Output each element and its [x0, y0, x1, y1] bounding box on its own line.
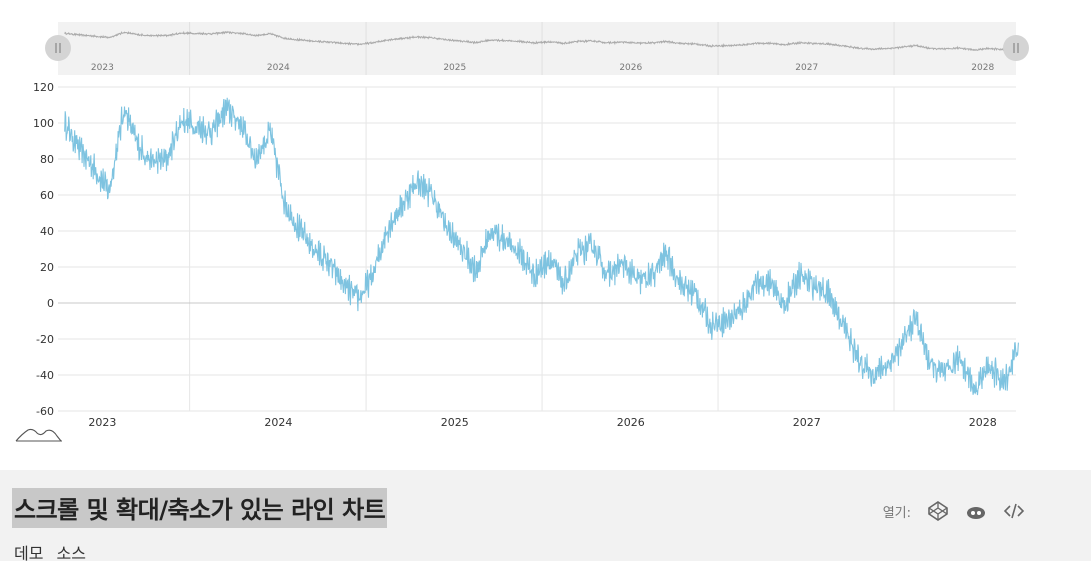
y-tick-label: -60 — [36, 405, 54, 418]
source-link[interactable]: 소스 — [57, 544, 86, 563]
y-axis: 120 100 80 60 40 20 0 -20 -40 -60 — [33, 81, 54, 418]
y-tick-label: 120 — [33, 81, 54, 94]
navigator[interactable]: 2023 2024 2025 2026 2027 2028 — [45, 22, 1029, 75]
series-line — [65, 98, 1019, 395]
plot-area — [65, 98, 1019, 395]
demo-links: 데모 소스 — [14, 540, 94, 564]
navigator-tick-label: 2027 — [795, 63, 818, 73]
navigator-tick-label: 2025 — [443, 63, 466, 73]
scrollbar-handle-right[interactable] — [1003, 35, 1029, 61]
open-label: 열기: — [883, 502, 911, 521]
x-tick-label: 2024 — [264, 416, 292, 429]
open-bar: 열기: — [883, 500, 1025, 522]
chart-area[interactable]: 2023 2024 2025 2026 2027 2028 120 100 80 60 40 20 0… — [0, 0, 1091, 470]
y-tick-label: -20 — [36, 333, 54, 346]
demo-link[interactable]: 데모 — [14, 544, 43, 563]
line-chart[interactable]: 2023 2024 2025 2026 2027 2028 120 100 80 60 40 20 0… — [0, 0, 1091, 470]
navigator-tick-label: 2024 — [267, 63, 290, 73]
y-tick-label: 60 — [40, 189, 54, 202]
x-tick-label: 2028 — [969, 416, 997, 429]
chart-bullet-icon — [16, 429, 62, 441]
navigator-tick-label: 2028 — [971, 63, 994, 73]
grip-icon — [1003, 35, 1029, 61]
page-title: 스크롤 및 확대/축소가 있는 라인 차트 — [12, 488, 387, 528]
y-tick-label: 100 — [33, 117, 54, 130]
y-tick-label: 0 — [47, 297, 54, 310]
navigator-tick-label: 2026 — [619, 63, 642, 73]
x-tick-label: 2026 — [617, 416, 645, 429]
x-tick-label: 2027 — [793, 416, 821, 429]
y-tick-label: 80 — [40, 153, 54, 166]
scrollbar-handle-left[interactable] — [45, 35, 71, 61]
codepen-icon[interactable] — [927, 500, 949, 522]
footer: 스크롤 및 확대/축소가 있는 라인 차트 데모 소스 열기: — [0, 470, 1091, 561]
glitch-icon[interactable] — [965, 500, 987, 522]
code-icon[interactable] — [1003, 500, 1025, 522]
navigator-tick-label: 2023 — [91, 63, 114, 73]
grip-icon — [45, 35, 71, 61]
x-tick-label: 2023 — [88, 416, 116, 429]
y-tick-label: -40 — [36, 369, 54, 382]
y-tick-label: 20 — [40, 261, 54, 274]
vertical-grid — [190, 87, 894, 411]
x-tick-label: 2025 — [441, 416, 469, 429]
y-tick-label: 40 — [40, 225, 54, 238]
x-axis: 2023 2024 2025 2026 2027 2028 — [88, 416, 996, 429]
